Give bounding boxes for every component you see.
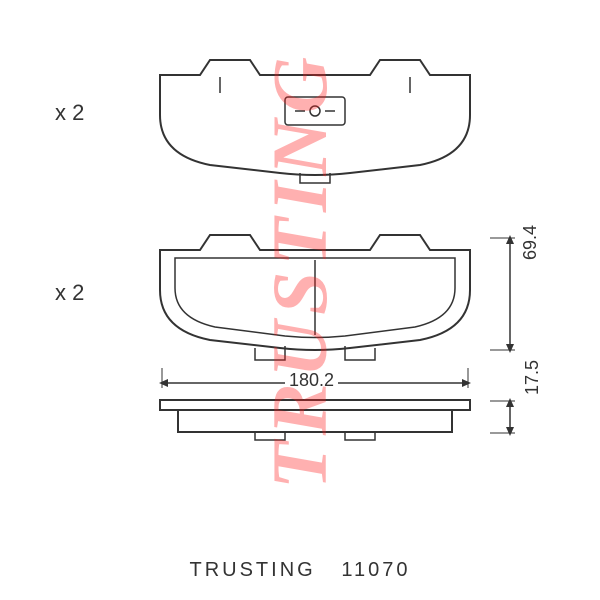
brake-pad-bottom-back xyxy=(150,230,480,365)
footer-part-number: 11070 xyxy=(341,559,410,581)
dimension-width-label: 180.2 xyxy=(285,370,338,391)
quantity-label-bottom: x 2 xyxy=(55,280,84,306)
footer: TRUSTING 11070 xyxy=(0,559,600,582)
dimension-height-label: 69.4 xyxy=(520,225,541,260)
brake-pad-side-profile xyxy=(150,395,480,445)
dimension-thickness-label: 17.5 xyxy=(522,360,543,395)
footer-brand: TRUSTING xyxy=(189,559,315,581)
brake-pad-top-face xyxy=(150,55,480,185)
diagram-canvas: { "diagram": { "type": "technical-drawin… xyxy=(0,0,600,600)
dimension-thickness xyxy=(490,395,550,445)
quantity-label-top: x 2 xyxy=(55,100,84,126)
